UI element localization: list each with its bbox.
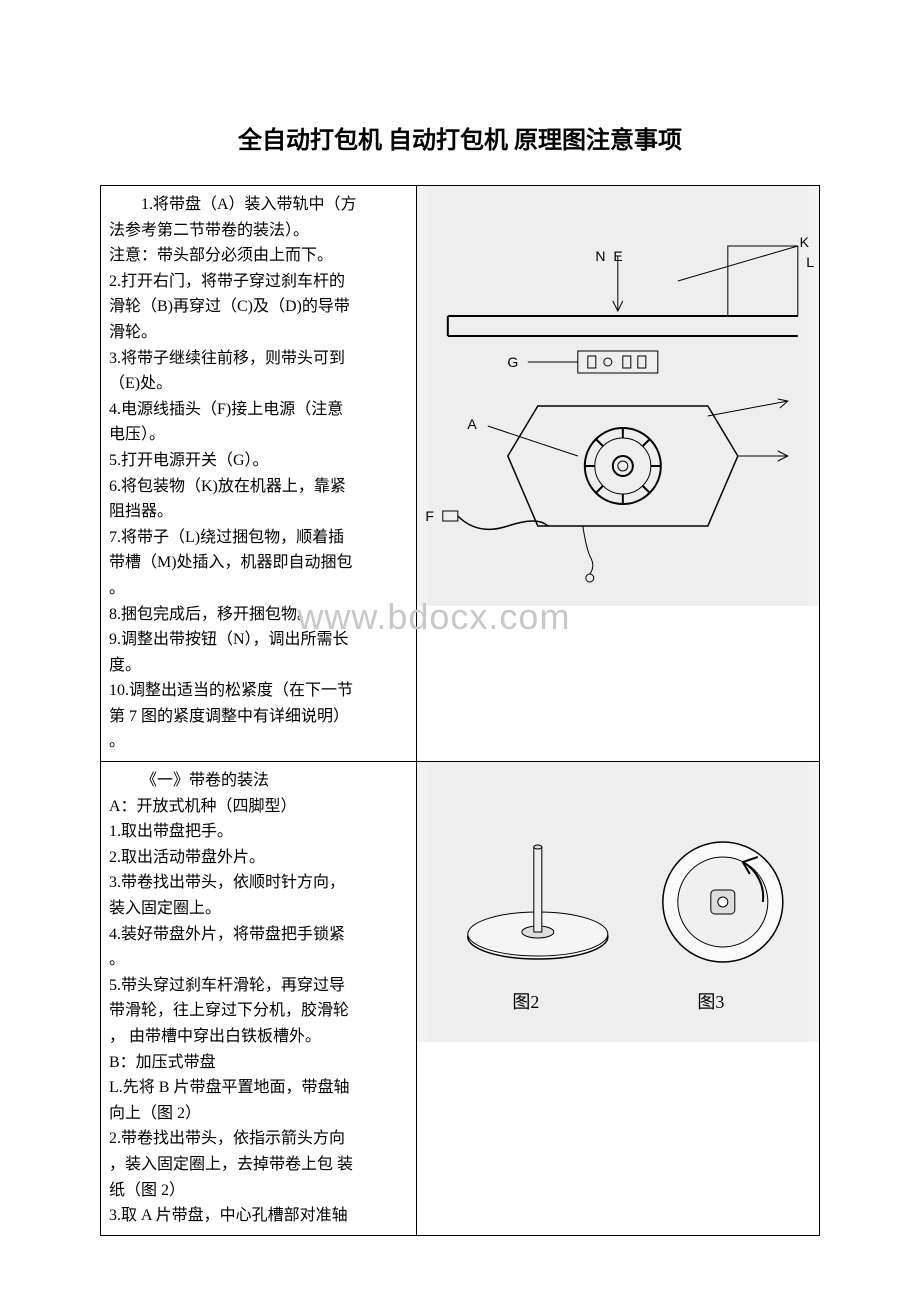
section2-line: 2.取出活动带盘外片。 (109, 845, 408, 871)
figure3-label: 图3 (697, 988, 724, 1014)
section2-line: 。 (109, 947, 408, 973)
content-table: 1.将带盘（A）装入带轨中（方 法参考第二节带卷的装法）。 注意：带头部分必须由… (100, 185, 820, 1236)
section2-line: 5.带头穿过刹车杆滑轮，再穿过导 (109, 973, 408, 999)
section1-line: 3.将带子继续往前移，则带头可到 (109, 346, 408, 372)
figure2-label: 图2 (512, 988, 539, 1014)
page-title: 全自动打包机 自动打包机 原理图注意事项 (100, 120, 820, 155)
section1-line: 滑轮（B)再穿过（C)及（D)的导带 (109, 294, 408, 320)
section1-first-line: 1.将带盘（A）装入带轨中（方 (109, 192, 408, 218)
section1-line: 5.打开电源开关（G）。 (109, 448, 408, 474)
section1-line: 9.调整出带按钮（N），调出所需长 (109, 627, 408, 653)
section1-line: 10.调整出适当的松紧度（在下一节 (109, 678, 408, 704)
section1-line: 2.打开右门，将带子穿过刹车杆的 (109, 269, 408, 295)
table-row: 《一》带卷的装法 A：开放式机种（四脚型） 1.取出带盘把手。 2.取出活动带盘… (101, 762, 820, 1236)
section2-line: 1.取出带盘把手。 (109, 819, 408, 845)
table-row: 1.将带盘（A）装入带轨中（方 法参考第二节带卷的装法）。 注意：带头部分必须由… (101, 186, 820, 762)
section2-line: 4.装好带盘外片，将带盘把手锁紧 (109, 922, 408, 948)
section1-line: 。 (109, 576, 408, 602)
reel-diagram: 图2 图3 (417, 762, 819, 1042)
section1-line: 4.电源线插头（F)接上电源（注意 (109, 397, 408, 423)
label-g: G (507, 354, 518, 370)
section2-line: A：开放式机种（四脚型） (109, 794, 408, 820)
section2-line: 3.带卷找出带头，依顺时针方向， (109, 870, 408, 896)
reel-diagram-svg (417, 762, 819, 1042)
section2-line: 装入固定圈上。 (109, 896, 408, 922)
label-n: N (595, 248, 605, 264)
label-e: E (613, 248, 622, 264)
section1-text-cell: 1.将带盘（A）装入带轨中（方 法参考第二节带卷的装法）。 注意：带头部分必须由… (101, 186, 417, 762)
label-f: F (425, 508, 434, 524)
section2-first-line: 《一》带卷的装法 (109, 768, 408, 794)
label-k: K (800, 234, 809, 250)
section2-line: L.先将 B 片带盘平置地面，带盘轴 (109, 1075, 408, 1101)
section1-line: 阻挡器。 (109, 499, 408, 525)
section1-image-cell: K L N E G A F www.bdocx.com (417, 186, 820, 762)
section2-line: 纸（图 2） (109, 1178, 408, 1204)
machine-diagram: K L N E G A F (417, 186, 819, 606)
section2-image-cell: 图2 图3 (417, 762, 820, 1236)
section2-text-cell: 《一》带卷的装法 A：开放式机种（四脚型） 1.取出带盘把手。 2.取出活动带盘… (101, 762, 417, 1236)
section1-line: 。 (109, 729, 408, 755)
section1-line: 第 7 图的紧度调整中有详细说明） (109, 704, 408, 730)
section2-line: 向上（图 2） (109, 1101, 408, 1127)
section2-line: ， 由带槽中穿出白铁板槽外。 (109, 1024, 408, 1050)
section2-line: 2.带卷找出带头，依指示箭头方向 (109, 1126, 408, 1152)
section1-line: 6.将包装物（K)放在机器上，靠紧 (109, 474, 408, 500)
label-a: A (467, 416, 476, 432)
section2-line: B：加压式带盘 (109, 1050, 408, 1076)
section1-line: 滑轮。 (109, 320, 408, 346)
section2-line: ，装入固定圈上，去掉带卷上包 装 (109, 1152, 408, 1178)
section1-line: 电压）。 (109, 422, 408, 448)
label-l: L (806, 254, 814, 270)
section1-line: 度。 (109, 653, 408, 679)
section1-line: 7.将带子（L)绕过捆包物，顺着插 (109, 525, 408, 551)
section1-line: 8.捆包完成后，移开捆包物。 (109, 602, 408, 628)
section1-line: 法参考第二节带卷的装法）。 (109, 218, 408, 244)
section1-line: 注意：带头部分必须由上而下。 (109, 243, 408, 269)
section1-line: 带槽（M)处插入，机器即自动捆包 (109, 550, 408, 576)
section2-line: 带滑轮，往上穿过下分机，胶滑轮 (109, 998, 408, 1024)
section2-line: 3.取 A 片带盘，中心孔槽部对准轴 (109, 1203, 408, 1229)
section1-line: （E)处。 (109, 371, 408, 397)
